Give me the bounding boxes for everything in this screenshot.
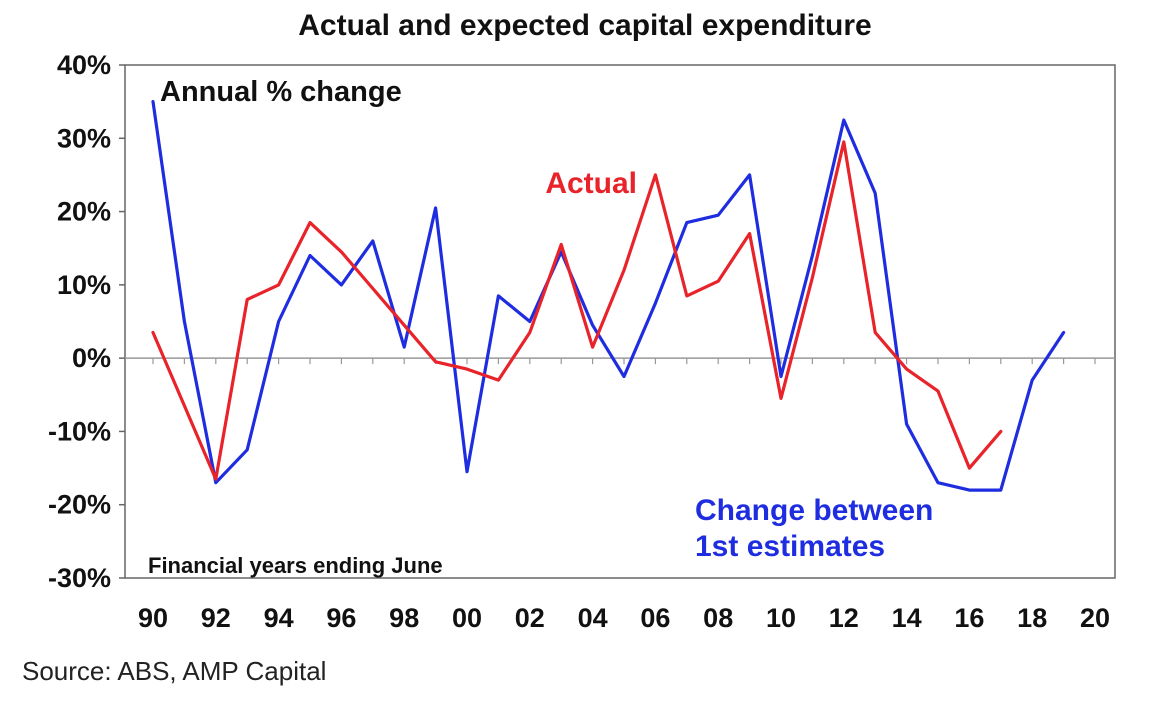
- series-line-actual: [151, 140, 1003, 481]
- x-tick-label: 10: [766, 603, 796, 633]
- chart-title: Actual and expected capital expenditure: [298, 9, 872, 42]
- x-tick-label: 12: [829, 603, 859, 633]
- x-tick-label: 04: [578, 603, 608, 633]
- x-tick-label: 00: [452, 603, 482, 633]
- x-tick-label: 08: [703, 603, 733, 633]
- x-tick-label: 06: [640, 603, 670, 633]
- series-line-estimates: [151, 99, 1066, 492]
- subtitle: Annual % change: [160, 76, 402, 108]
- x-tick-label: 20: [1080, 603, 1110, 633]
- x-tick-label: 94: [264, 603, 294, 633]
- series-label-estimates: 1st estimates: [695, 530, 885, 563]
- series-layer: [151, 99, 1066, 492]
- x-tick-label: 18: [1017, 603, 1047, 633]
- y-axis: 40% 30% 20% 10% 0% -10% -20% -30%: [48, 50, 125, 593]
- y-tick-label: 20%: [57, 197, 111, 227]
- axis-note: Financial years ending June: [148, 553, 443, 578]
- y-tick-label: -10%: [48, 416, 111, 446]
- series-label-estimates: Change between: [695, 494, 933, 527]
- x-tick-label: 16: [954, 603, 984, 633]
- x-tick-label: 92: [201, 603, 231, 633]
- x-tick-label: 96: [326, 603, 356, 633]
- source-text: Source: ABS, AMP Capital: [22, 656, 326, 686]
- y-tick-label: 40%: [57, 50, 111, 80]
- series-label-actual: Actual: [545, 167, 637, 200]
- y-tick-label: 10%: [57, 270, 111, 300]
- x-axis: 90 92 94 96 98 00 02 04 06 08 10 12 14 16 18 20: [138, 603, 1110, 633]
- plot-area: [124, 64, 1116, 579]
- x-tick-label: 14: [892, 603, 922, 633]
- x-tick-label: 02: [515, 603, 545, 633]
- plot-border: [124, 64, 1116, 579]
- y-tick-label: -20%: [48, 490, 111, 520]
- x-tick-label: 90: [138, 603, 168, 633]
- y-tick-label: -30%: [48, 563, 111, 593]
- y-tick-label: 30%: [57, 123, 111, 153]
- y-tick-label: 0%: [72, 343, 111, 373]
- x-tick-label: 98: [389, 603, 419, 633]
